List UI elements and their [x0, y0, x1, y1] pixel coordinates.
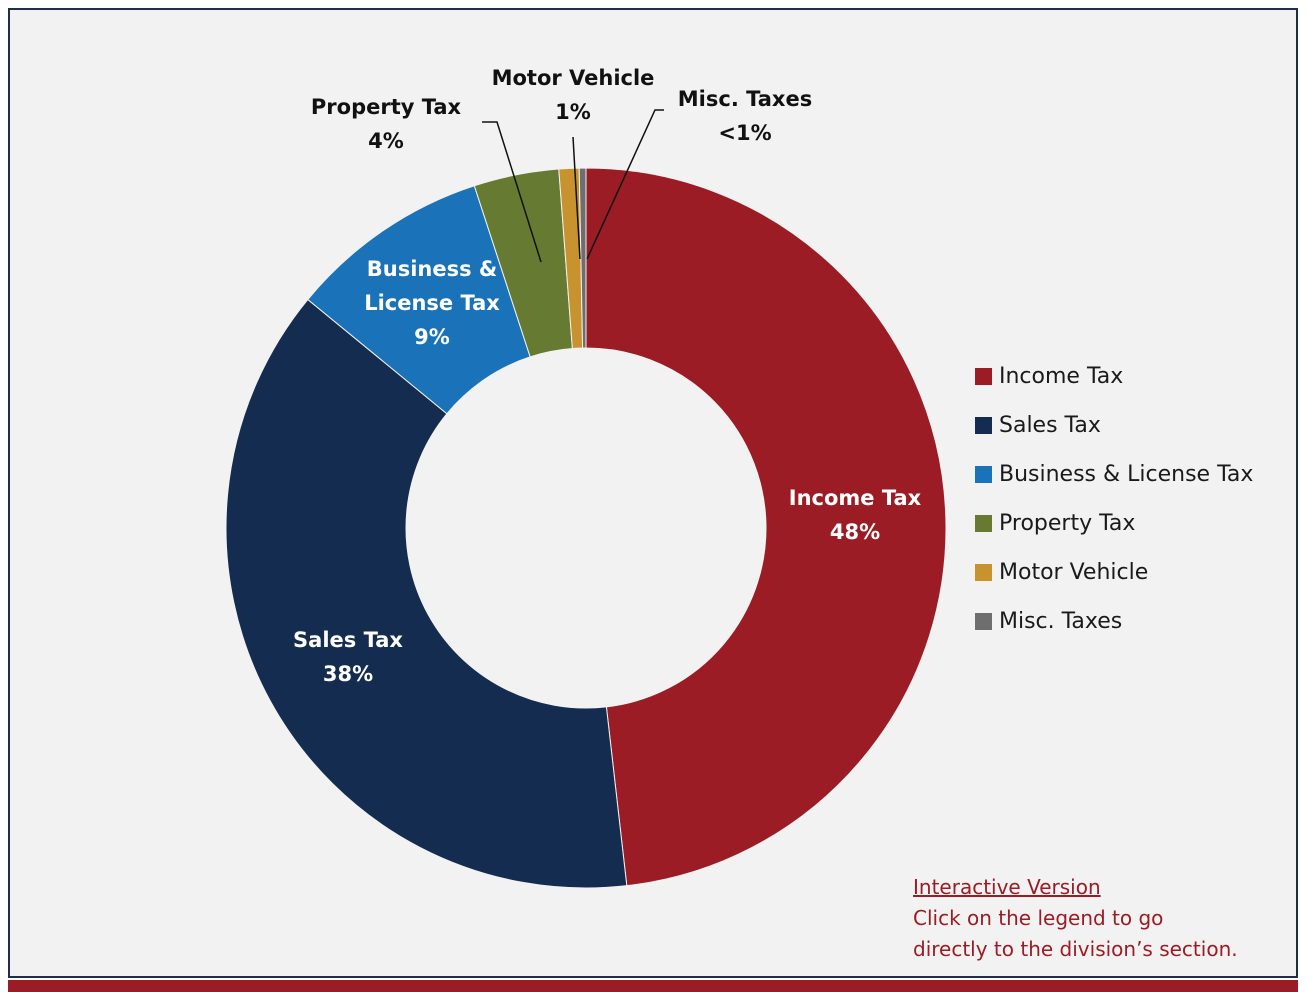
legend-label: Income Tax — [999, 364, 1124, 389]
slice-label-line: Motor Vehicle — [492, 66, 655, 90]
slice-labels: Income Tax 48% Sales Tax 38% Business & Licen… — [293, 66, 922, 686]
leader-lines — [482, 109, 664, 263]
slice-label-line: License Tax — [364, 291, 500, 315]
donut-slices — [225, 167, 947, 889]
legend-item-income-tax[interactable]: Income Tax — [975, 352, 1295, 401]
interactive-version-link[interactable]: Interactive Version — [913, 875, 1101, 899]
leader-line-motor-vehicle — [572, 136, 581, 260]
leader-line-misc-taxes — [586, 109, 664, 260]
slice-label-line: Income Tax — [789, 486, 922, 510]
slice-label-line: 9% — [414, 325, 450, 349]
legend-swatch — [975, 368, 992, 385]
legend-label: Business & License Tax — [999, 462, 1254, 487]
slice-label-line: Misc. Taxes — [678, 87, 812, 111]
legend-item-property-tax[interactable]: Property Tax — [975, 499, 1295, 548]
legend-label: Motor Vehicle — [999, 560, 1149, 585]
note-line-2: directly to the division’s section. — [913, 937, 1238, 961]
slice-label-line: 48% — [830, 520, 880, 544]
legend-swatch — [975, 564, 992, 581]
slice-label-line: Sales Tax — [293, 628, 403, 652]
slice-label-line: 1% — [555, 100, 591, 124]
slice-label-business-and-license-tax: Business & License Tax 9% — [364, 257, 500, 349]
slice-sales-tax — [225, 298, 628, 889]
interactive-note: Interactive Version Click on the legend … — [913, 872, 1298, 965]
legend-item-sales-tax[interactable]: Sales Tax — [975, 401, 1295, 450]
legend-label: Property Tax — [999, 511, 1136, 536]
note-line-1: Click on the legend to go — [913, 906, 1164, 930]
legend-label: Sales Tax — [999, 413, 1101, 438]
slice-label-line: Business & — [367, 257, 497, 281]
legend-label: Misc. Taxes — [999, 609, 1123, 634]
slice-label-line: Property Tax — [311, 95, 462, 119]
legend-swatch — [975, 417, 992, 434]
slice-label-line: 38% — [323, 662, 373, 686]
slice-label-sales-tax: Sales Tax 38% — [293, 628, 403, 686]
slice-label-misc-taxes: Misc. Taxes <1% — [678, 87, 812, 145]
legend-swatch — [975, 515, 992, 532]
slice-income-tax — [585, 167, 947, 887]
slice-misc-taxes — [578, 167, 587, 349]
slice-label-motor-vehicle: Motor Vehicle 1% — [492, 66, 655, 124]
legend[interactable]: Income Tax Sales Tax Business & License Ta… — [975, 352, 1295, 646]
legend-item-motor-vehicle[interactable]: Motor Vehicle — [975, 548, 1295, 597]
leader-line-property-tax — [482, 121, 542, 263]
accent-bar — [8, 980, 1298, 992]
legend-swatch — [975, 613, 992, 630]
slice-label-line: <1% — [718, 121, 771, 145]
slice-label-line: 4% — [368, 129, 404, 153]
legend-swatch — [975, 466, 992, 483]
slice-label-income-tax: Income Tax 48% — [789, 486, 922, 544]
legend-item-business-and-license-tax[interactable]: Business & License Tax — [975, 450, 1295, 499]
legend-item-misc-taxes[interactable]: Misc. Taxes — [975, 597, 1295, 646]
slice-label-property-tax: Property Tax 4% — [311, 95, 462, 153]
